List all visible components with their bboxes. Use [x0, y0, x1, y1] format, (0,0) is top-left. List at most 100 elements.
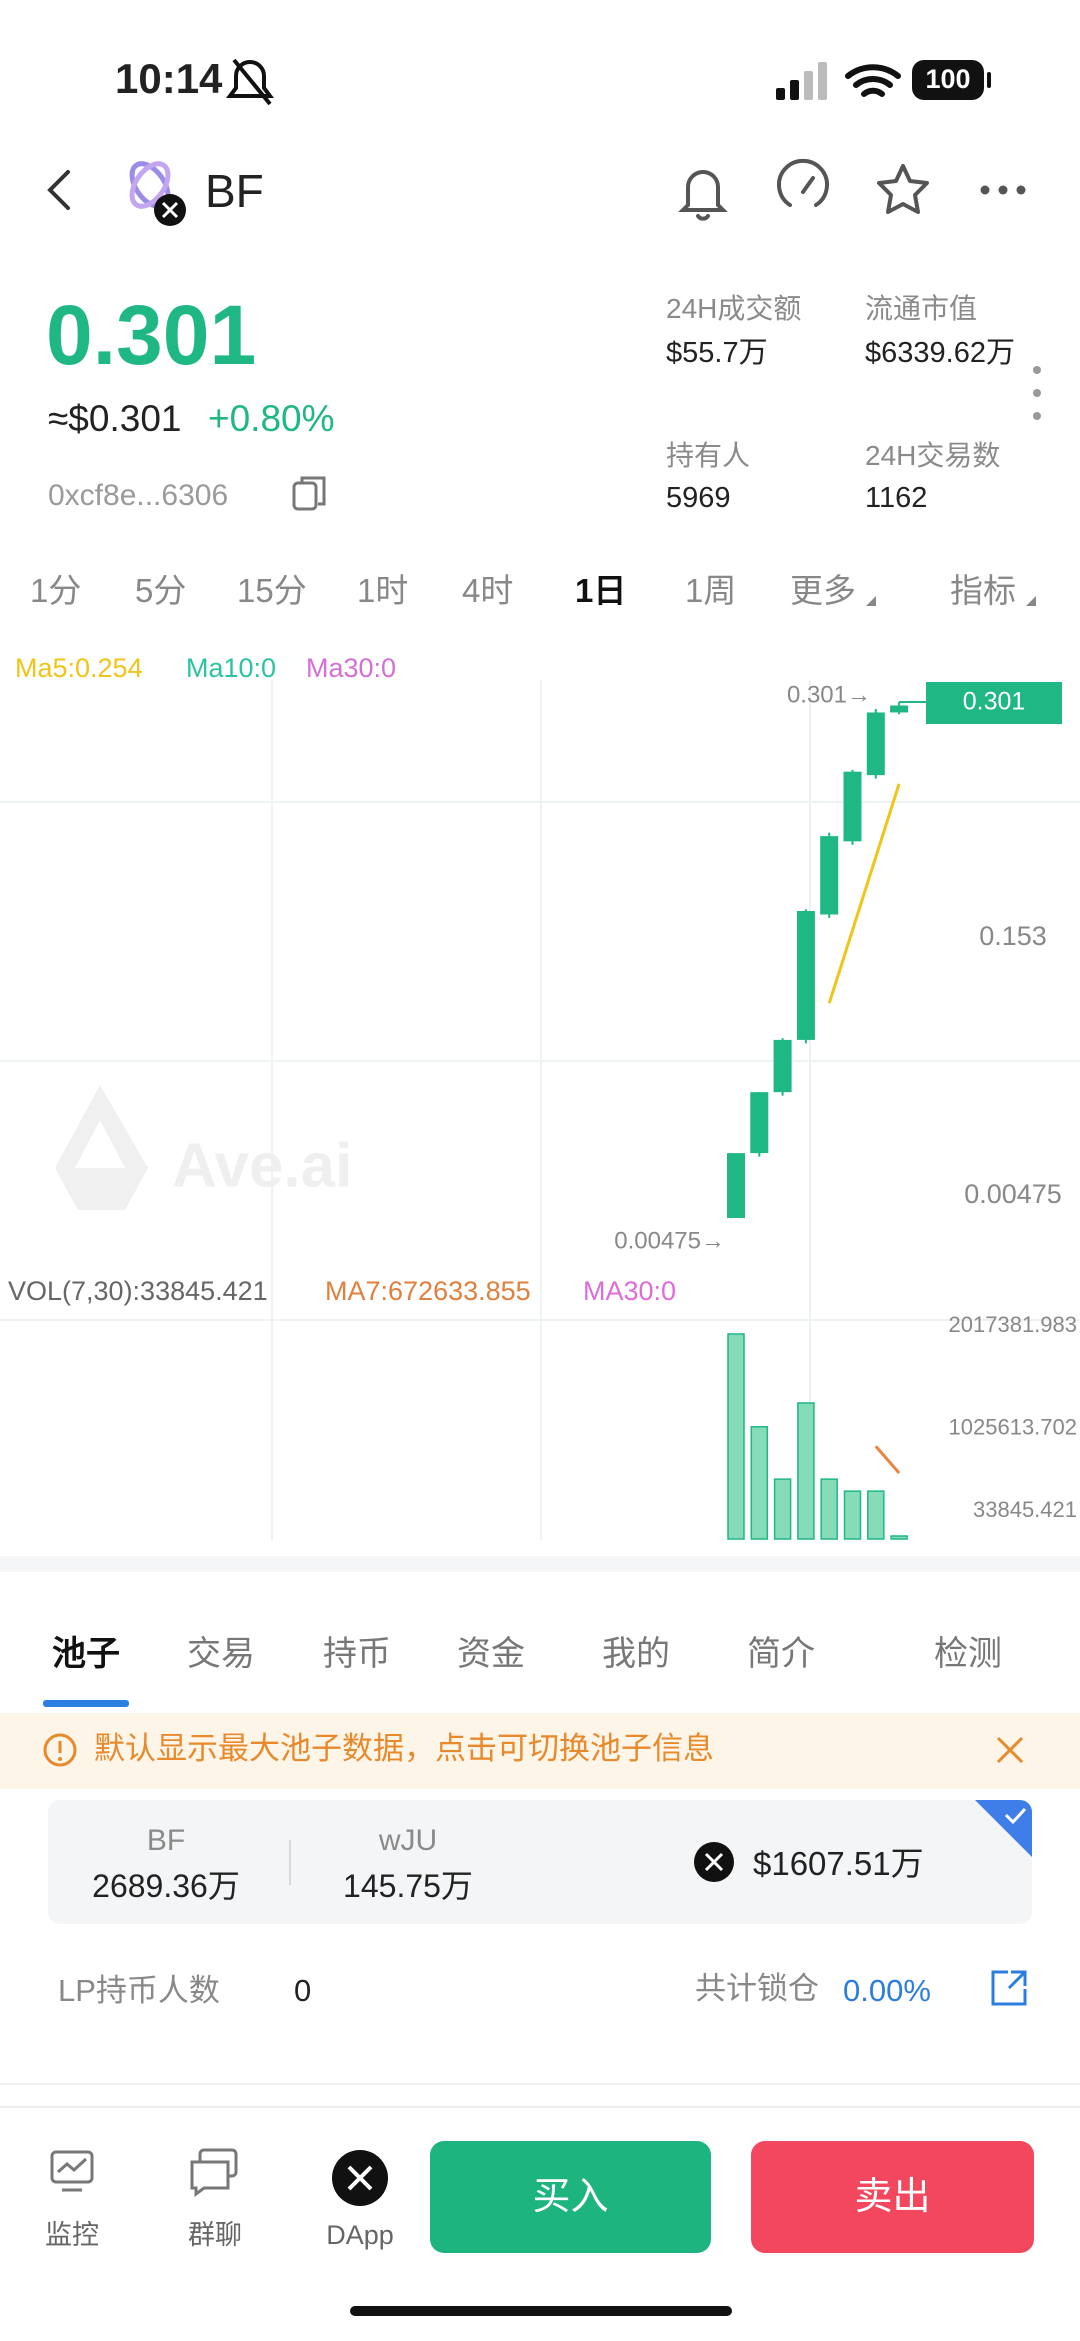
- notice-text[interactable]: 默认显示最大池子数据，点击可切换池子信息: [94, 1731, 714, 1766]
- bell-icon[interactable]: [678, 170, 728, 221]
- tab[interactable]: 检测: [934, 1635, 1002, 1673]
- vol-tick-label: 2017381.983: [949, 1312, 1077, 1337]
- price: 0.301: [46, 288, 257, 382]
- tab[interactable]: 简介: [747, 1635, 815, 1673]
- clock: 10:14: [115, 55, 223, 102]
- stat-label: 持有人: [666, 440, 751, 471]
- side-menu[interactable]: [1033, 366, 1041, 420]
- stat-label: 流通市值: [865, 293, 978, 324]
- candle-body: [843, 771, 862, 842]
- volume-bar: [727, 1333, 745, 1540]
- nav-label[interactable]: DApp: [326, 2220, 394, 2250]
- sell-button[interactable]: [751, 2141, 1034, 2253]
- battery: [912, 60, 984, 100]
- copy-icon[interactable]: [292, 481, 318, 511]
- timeframe[interactable]: 4时: [462, 572, 514, 609]
- stat-value: $6339.62万: [865, 337, 1015, 369]
- dapp-icon-mark: [347, 2165, 373, 2191]
- timeframe[interactable]: 1分: [30, 572, 82, 609]
- stat-label: 24H成交额: [666, 293, 802, 324]
- section-divider: [0, 1556, 1080, 1572]
- pool-amount: 2689.36万: [92, 1868, 240, 1904]
- nav-label[interactable]: 群聊: [188, 2220, 242, 2250]
- lp-holders-label: LP持币人数: [58, 1973, 220, 2008]
- wifi-icon: [845, 64, 901, 97]
- price-tag: [926, 682, 1062, 724]
- stat-value: $55.7万: [666, 337, 768, 369]
- volume-bar: [843, 1490, 862, 1540]
- locked-value: 0.00%: [843, 1973, 931, 2008]
- candle-body: [796, 911, 815, 1040]
- selected-check: [1004, 1807, 1027, 1825]
- tab[interactable]: 资金: [457, 1635, 525, 1673]
- selected-corner: [975, 1800, 1032, 1857]
- dropdown-caret: [866, 596, 876, 606]
- external-link[interactable]: [991, 1970, 1027, 2006]
- ma-legend: Ma30:0: [306, 653, 397, 683]
- volume-bar: [867, 1490, 885, 1540]
- tab[interactable]: 池子: [52, 1635, 120, 1673]
- monitor-icon[interactable]: [50, 2150, 94, 2184]
- signal-bar: [818, 62, 827, 100]
- home-indicator: [350, 2306, 732, 2316]
- candle-body: [773, 1039, 792, 1093]
- chat-icon[interactable]: [190, 2160, 230, 2197]
- timeframe[interactable]: 1日: [575, 572, 627, 609]
- mute-icon: [226, 59, 274, 98]
- more-icon[interactable]: [980, 185, 1026, 195]
- vol-legend: MA30:0: [583, 1276, 677, 1306]
- timeframe[interactable]: 15分: [237, 572, 307, 609]
- battery-tip: [987, 72, 991, 88]
- gauge-icon[interactable]: [777, 158, 829, 207]
- tab[interactable]: 我的: [602, 1635, 670, 1673]
- timeframe[interactable]: 5分: [135, 572, 187, 609]
- contract-address[interactable]: 0xcf8e...6306: [48, 479, 229, 512]
- dot: [1033, 412, 1041, 420]
- candle-body: [890, 705, 909, 713]
- volume-bar: [797, 1402, 815, 1540]
- dot: [980, 185, 990, 195]
- mute-slash: [232, 58, 272, 106]
- back-button[interactable]: [47, 170, 70, 210]
- kline-chart: 0.00475 0.153 0.301 0.301→ 0.00475→ 33845.421…: [614, 681, 1077, 1540]
- timeframe[interactable]: 更多: [790, 572, 856, 609]
- volume-bar: [820, 1478, 838, 1540]
- dot: [1033, 366, 1041, 374]
- volume-bar: [773, 1478, 792, 1540]
- status-icons: [226, 58, 991, 106]
- candle-body: [750, 1092, 769, 1154]
- pool-card[interactable]: [48, 1800, 1032, 1924]
- tab[interactable]: 交易: [187, 1635, 255, 1673]
- timeframe[interactable]: 指标: [950, 572, 1016, 609]
- nav-label[interactable]: 监控: [45, 2220, 99, 2250]
- chain-badge-mark: [161, 201, 179, 219]
- dot: [1033, 389, 1041, 397]
- timeframe[interactable]: 1时: [357, 572, 409, 609]
- notice-icon: [43, 1733, 77, 1767]
- candle-body: [866, 712, 885, 776]
- ma-legend: Ma10:0: [186, 653, 277, 683]
- buy-button[interactable]: [430, 2141, 711, 2253]
- timeframe[interactable]: 1周: [685, 572, 737, 609]
- price-usd: ≈$0.301: [48, 398, 182, 439]
- lp-holders: 0: [294, 1973, 312, 2008]
- favorite-icon[interactable]: [877, 164, 929, 214]
- watermark-logo-cut: [75, 1120, 125, 1168]
- stat-value: 5969: [666, 482, 731, 514]
- min-marker: 0.00475→: [614, 1227, 725, 1254]
- monitor-icon-line: [57, 2157, 88, 2192]
- signal-bar: [790, 80, 799, 100]
- vol-tick-label: 1025613.702: [949, 1414, 1077, 1439]
- sell-label[interactable]: 卖出: [854, 2176, 931, 2218]
- notice-bar[interactable]: [0, 1713, 1080, 1789]
- token-logo: [129, 161, 186, 226]
- tab[interactable]: 持币: [323, 1635, 391, 1673]
- notice-close[interactable]: [996, 1736, 1024, 1764]
- pool-token: wJU: [378, 1824, 438, 1857]
- price-change: +0.80%: [208, 398, 335, 439]
- chart-grid: [0, 680, 1080, 1540]
- buy-label[interactable]: 买入: [532, 2176, 609, 2218]
- vol-legend: VOL(7,30):33845.421: [8, 1276, 268, 1306]
